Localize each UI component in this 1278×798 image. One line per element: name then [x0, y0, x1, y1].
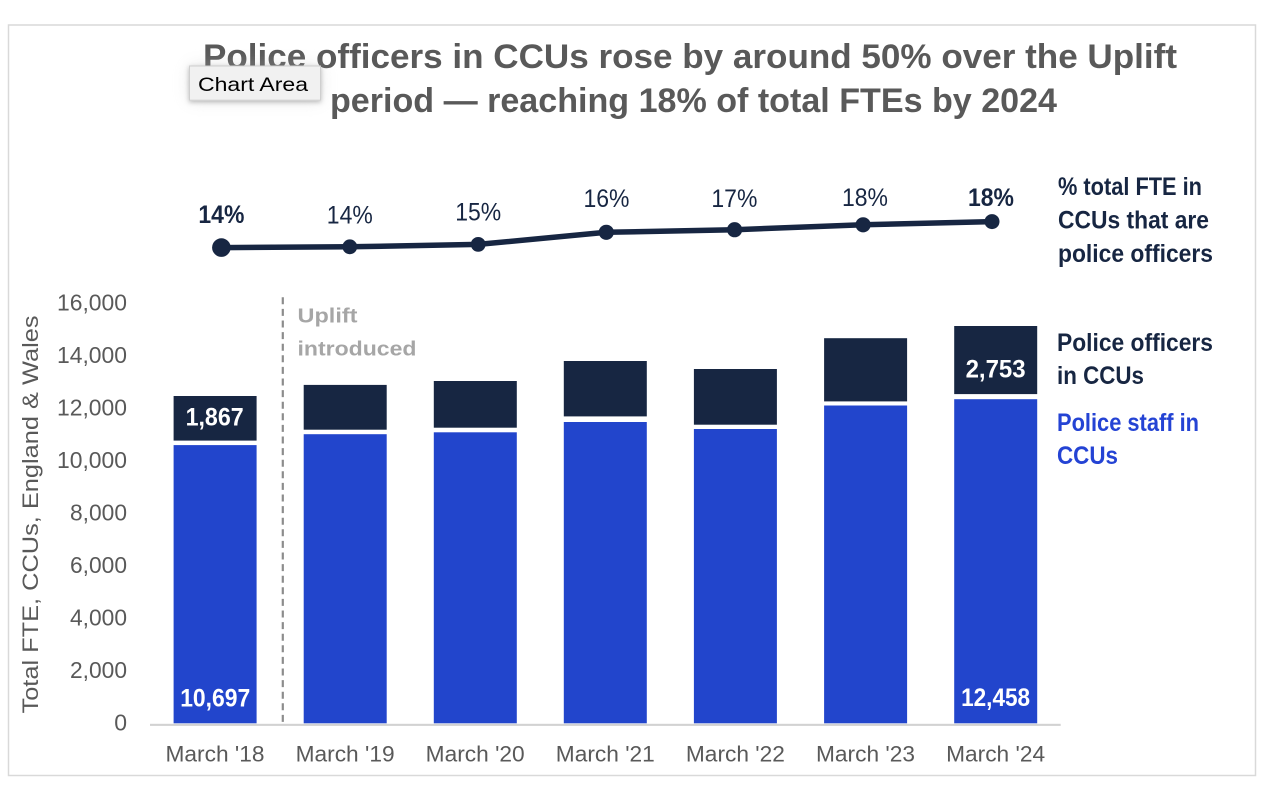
svg-text:0: 0 — [114, 710, 127, 736]
svg-text:CCUs that are: CCUs that are — [1058, 206, 1209, 234]
svg-text:15%: 15% — [455, 198, 501, 226]
svg-text:March '18: March '18 — [166, 742, 265, 767]
svg-text:Total FTE, CCUs, England & Wal: Total FTE, CCUs, England & Wales — [18, 316, 43, 714]
svg-text:6,000: 6,000 — [70, 552, 127, 578]
svg-text:Police officers: Police officers — [1057, 329, 1213, 357]
svg-text:March '24: March '24 — [946, 742, 1045, 767]
svg-text:2,753: 2,753 — [966, 356, 1026, 384]
svg-text:March '21: March '21 — [556, 742, 655, 767]
svg-text:17%: 17% — [711, 185, 757, 213]
svg-text:12,000: 12,000 — [57, 395, 127, 421]
svg-text:18%: 18% — [842, 184, 888, 212]
svg-text:12,458: 12,458 — [961, 684, 1030, 712]
svg-text:March '19: March '19 — [296, 742, 395, 767]
svg-text:Chart Area: Chart Area — [198, 74, 308, 96]
svg-text:March '22: March '22 — [686, 742, 785, 767]
svg-text:March '20: March '20 — [426, 742, 525, 767]
svg-text:police officers: police officers — [1058, 240, 1213, 268]
svg-text:16,000: 16,000 — [57, 290, 127, 316]
svg-text:14,000: 14,000 — [57, 342, 127, 368]
svg-text:1,867: 1,867 — [186, 403, 244, 431]
svg-text:14%: 14% — [327, 201, 373, 229]
svg-text:8,000: 8,000 — [70, 500, 127, 526]
svg-text:18%: 18% — [968, 184, 1014, 212]
svg-text:Police officers in CCUs rose b: Police officers in CCUs rose by around 5… — [203, 38, 1177, 76]
svg-text:16%: 16% — [584, 185, 630, 213]
svg-text:in CCUs: in CCUs — [1057, 362, 1144, 390]
svg-text:CCUs: CCUs — [1057, 442, 1118, 470]
svg-text:period — reaching 18% of total: period — reaching 18% of total FTEs by 2… — [330, 82, 1057, 120]
svg-text:Police staff in: Police staff in — [1057, 409, 1199, 437]
svg-text:10,000: 10,000 — [57, 447, 127, 473]
svg-text:10,697: 10,697 — [180, 685, 250, 713]
svg-text:4,000: 4,000 — [70, 605, 127, 631]
svg-text:% total FTE in: % total FTE in — [1058, 173, 1202, 201]
svg-text:Uplift: Uplift — [298, 305, 358, 328]
svg-text:introduced: introduced — [298, 338, 417, 361]
svg-text:2,000: 2,000 — [70, 657, 127, 683]
svg-text:14%: 14% — [198, 201, 244, 229]
svg-text:March '23: March '23 — [816, 742, 915, 767]
